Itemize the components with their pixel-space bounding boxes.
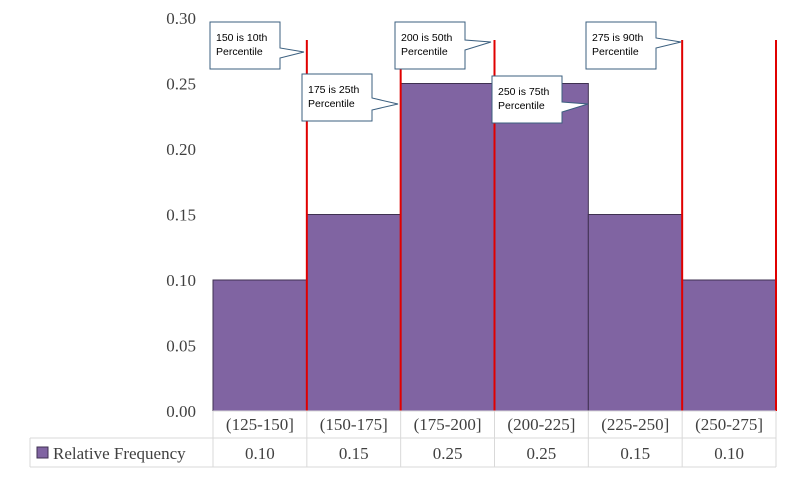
callout-box bbox=[491, 75, 589, 124]
callout-box bbox=[301, 73, 399, 122]
legend-series-name: Relative Frequency bbox=[53, 444, 186, 463]
data-table: (125-150] (150-175] (175-200] (200-225] (225… bbox=[29, 410, 777, 468]
callout-line2: Percentile bbox=[216, 46, 263, 58]
table-value: 0.10 bbox=[714, 444, 744, 463]
y-tick-label: 0.00 bbox=[166, 402, 196, 421]
table-value: 0.15 bbox=[339, 444, 369, 463]
bar bbox=[306, 214, 402, 412]
callout-line1: 150 is 10th bbox=[216, 32, 268, 44]
table-value: 0.25 bbox=[433, 444, 463, 463]
bar bbox=[587, 214, 683, 412]
callout-line2: Percentile bbox=[498, 100, 545, 112]
x-category-label: (225-250] bbox=[601, 415, 669, 434]
y-tick-label: 0.25 bbox=[166, 75, 196, 94]
bar bbox=[212, 279, 308, 412]
y-tick-label: 0.05 bbox=[166, 337, 196, 356]
percentile-callout: 275 is 90th Percentile bbox=[585, 21, 682, 70]
bar bbox=[681, 279, 777, 412]
callout-line1: 250 is 75th bbox=[498, 86, 550, 98]
x-category-label: (175-200] bbox=[414, 415, 482, 434]
callout-line1: 200 is 50th bbox=[401, 32, 453, 44]
table-value: 0.15 bbox=[620, 444, 650, 463]
callout-line2: Percentile bbox=[401, 46, 448, 58]
y-tick-label: 0.20 bbox=[166, 140, 196, 159]
bars bbox=[212, 83, 777, 412]
percentile-callout: 200 is 50th Percentile bbox=[394, 21, 492, 70]
x-category-label: (200-225] bbox=[507, 415, 575, 434]
x-category-label: (150-175] bbox=[320, 415, 388, 434]
legend-swatch bbox=[36, 446, 49, 459]
x-category-label: (250-275] bbox=[695, 415, 763, 434]
percentile-callout: 250 is 75th Percentile bbox=[491, 75, 589, 124]
callout-line2: Percentile bbox=[592, 46, 639, 58]
callout-box bbox=[394, 21, 492, 70]
callout-line2: Percentile bbox=[308, 98, 355, 110]
percentile-callout: 150 is 10th Percentile bbox=[209, 21, 305, 70]
bar bbox=[400, 83, 495, 412]
percentile-callout: 175 is 25th Percentile bbox=[301, 73, 399, 122]
y-tick-label: 0.30 bbox=[166, 9, 196, 28]
percentile-callouts: 150 is 10th Percentile 175 is 25th Percenti… bbox=[209, 21, 682, 124]
y-tick-label: 0.15 bbox=[166, 206, 196, 225]
callout-box bbox=[585, 21, 682, 70]
bar bbox=[494, 83, 589, 412]
y-tick-label: 0.10 bbox=[166, 271, 196, 290]
table-value: 0.25 bbox=[527, 444, 557, 463]
callout-line1: 275 is 90th bbox=[592, 32, 644, 44]
callout-line1: 175 is 25th bbox=[308, 84, 360, 96]
x-category-label: (125-150] bbox=[226, 415, 294, 434]
y-axis: 0.00 0.05 0.10 0.15 0.20 0.25 0.30 bbox=[166, 9, 196, 421]
table-value: 0.10 bbox=[245, 444, 275, 463]
callout-box bbox=[209, 21, 305, 70]
